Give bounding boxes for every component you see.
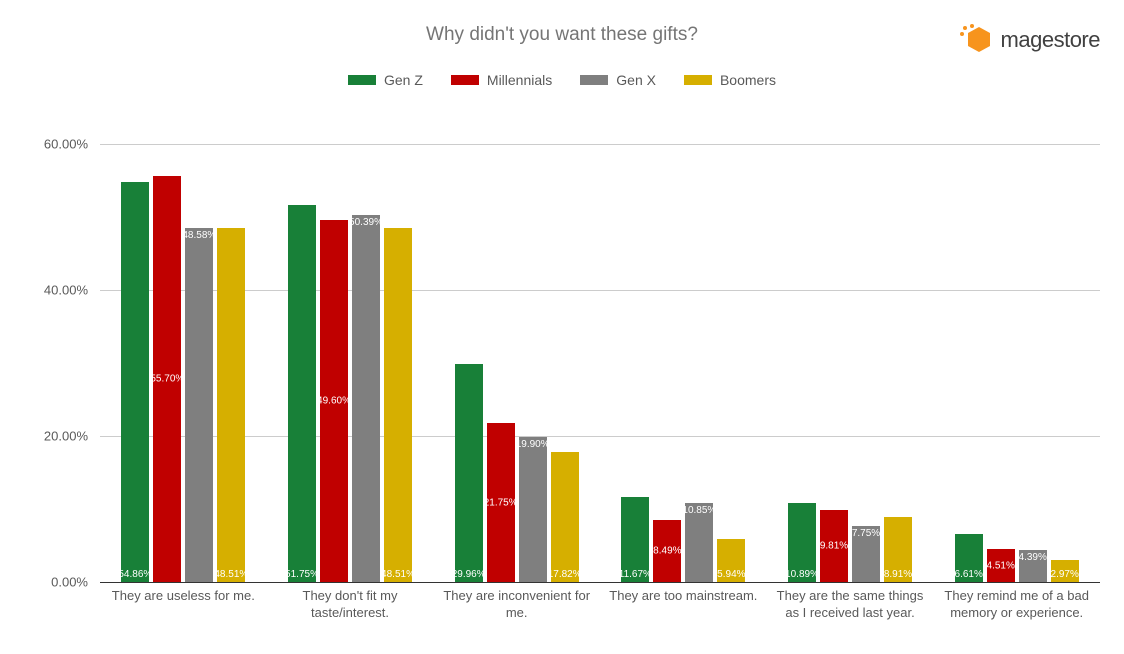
bar-group: 11.67% 8.49% 10.85% 5.94%: [600, 108, 767, 582]
legend-item: Boomers: [684, 72, 776, 88]
y-axis-ticks: 0.00%20.00%40.00%60.00%: [0, 108, 94, 582]
bar: 17.82%: [551, 452, 579, 582]
bar: 21.75%: [487, 423, 515, 582]
legend-label: Millennials: [487, 72, 552, 88]
bar: 54.86%: [121, 182, 149, 582]
bar-group: 54.86% 55.70% 48.58% 48.51%: [100, 108, 267, 582]
bar-value-label: 4.39%: [1019, 552, 1047, 563]
bar-value-label: 54.86%: [118, 569, 152, 580]
x-tick-label: They are too mainstream.: [600, 582, 767, 622]
x-tick-label: They are useless for me.: [100, 582, 267, 622]
bar-value-label: 51.75%: [285, 569, 319, 580]
x-tick-label: They are the same things as I received l…: [767, 582, 934, 622]
bar-value-label: 29.96%: [452, 569, 486, 580]
bar-value-label: 48.51%: [381, 569, 415, 580]
bar: 50.39%: [352, 215, 380, 582]
bar-value-label: 55.70%: [150, 373, 184, 384]
bar-value-label: 8.49%: [653, 546, 681, 557]
bar-value-label: 49.60%: [317, 396, 351, 407]
bar-group: 10.89% 9.81% 7.75% 8.91%: [767, 108, 934, 582]
legend-swatch: [580, 75, 608, 85]
legend-item: Gen X: [580, 72, 656, 88]
bar-groups: 54.86% 55.70% 48.58% 48.51% 51.75% 49.60% 50.3…: [100, 108, 1100, 582]
x-tick-label: They are inconvenient for me.: [433, 582, 600, 622]
bar-value-label: 7.75%: [852, 528, 880, 539]
bar: 8.91%: [884, 517, 912, 582]
bar-value-label: 50.39%: [349, 217, 383, 228]
plot-area: 54.86% 55.70% 48.58% 48.51% 51.75% 49.60% 50.3…: [100, 108, 1100, 582]
bar-value-label: 48.51%: [214, 569, 248, 580]
bar-value-label: 11.67%: [619, 569, 652, 580]
legend-swatch: [348, 75, 376, 85]
bar-value-label: 48.58%: [182, 230, 216, 241]
hexagon-icon: [959, 24, 995, 56]
legend-swatch: [451, 75, 479, 85]
chart-title: Why didn't you want these gifts?: [0, 24, 1124, 46]
bar: 4.51%: [987, 549, 1015, 582]
legend-item: Millennials: [451, 72, 552, 88]
bar-group: 29.96% 21.75% 19.90% 17.82%: [433, 108, 600, 582]
bar: 5.94%: [717, 539, 745, 582]
y-tick-label: 40.00%: [44, 283, 88, 298]
bar: 7.75%: [852, 526, 880, 583]
bar: 29.96%: [455, 364, 483, 582]
bar: 10.89%: [788, 503, 816, 582]
bar-value-label: 4.51%: [987, 560, 1015, 571]
bar: 4.39%: [1019, 550, 1047, 582]
y-tick-label: 20.00%: [44, 429, 88, 444]
y-tick-label: 0.00%: [51, 575, 88, 590]
bar: 48.51%: [384, 228, 412, 582]
legend-label: Gen Z: [384, 72, 423, 88]
bar-value-label: 8.91%: [884, 569, 912, 580]
bar: 11.67%: [621, 497, 649, 582]
bar: 8.49%: [653, 520, 681, 582]
x-axis-labels: They are useless for me.They don't fit m…: [100, 582, 1100, 622]
bar-value-label: 9.81%: [820, 541, 848, 552]
bar: 48.58%: [185, 228, 213, 582]
bar-value-label: 10.89%: [785, 569, 819, 580]
legend-label: Boomers: [720, 72, 776, 88]
legend: Gen Z Millennials Gen X Boomers: [0, 72, 1124, 88]
legend-swatch: [684, 75, 712, 85]
bar: 10.85%: [685, 503, 713, 582]
x-tick-label: They don't fit my taste/interest.: [267, 582, 434, 622]
bar-value-label: 17.82%: [548, 569, 582, 580]
bar: 48.51%: [217, 228, 245, 582]
chart-container: Why didn't you want these gifts? magesto…: [0, 0, 1124, 654]
y-tick-label: 60.00%: [44, 137, 88, 152]
bar-value-label: 21.75%: [484, 497, 518, 508]
brand-logo: magestore: [959, 24, 1100, 56]
bar-value-label: 10.85%: [682, 505, 716, 516]
bar: 49.60%: [320, 220, 348, 582]
bar-value-label: 6.61%: [955, 569, 983, 580]
bar-value-label: 2.97%: [1051, 569, 1079, 580]
bar: 55.70%: [153, 176, 181, 582]
bar: 19.90%: [519, 437, 547, 582]
brand-name: magestore: [1001, 27, 1100, 53]
bar-value-label: 19.90%: [516, 439, 550, 450]
x-tick-label: They remind me of a bad memory or experi…: [933, 582, 1100, 622]
bar: 6.61%: [955, 534, 983, 582]
bar: 2.97%: [1051, 560, 1079, 582]
bar: 9.81%: [820, 510, 848, 582]
bar-group: 51.75% 49.60% 50.39% 48.51%: [267, 108, 434, 582]
legend-label: Gen X: [616, 72, 656, 88]
bar-value-label: 5.94%: [717, 569, 745, 580]
legend-item: Gen Z: [348, 72, 423, 88]
bar: 51.75%: [288, 205, 316, 582]
bar-group: 6.61% 4.51% 4.39% 2.97%: [933, 108, 1100, 582]
